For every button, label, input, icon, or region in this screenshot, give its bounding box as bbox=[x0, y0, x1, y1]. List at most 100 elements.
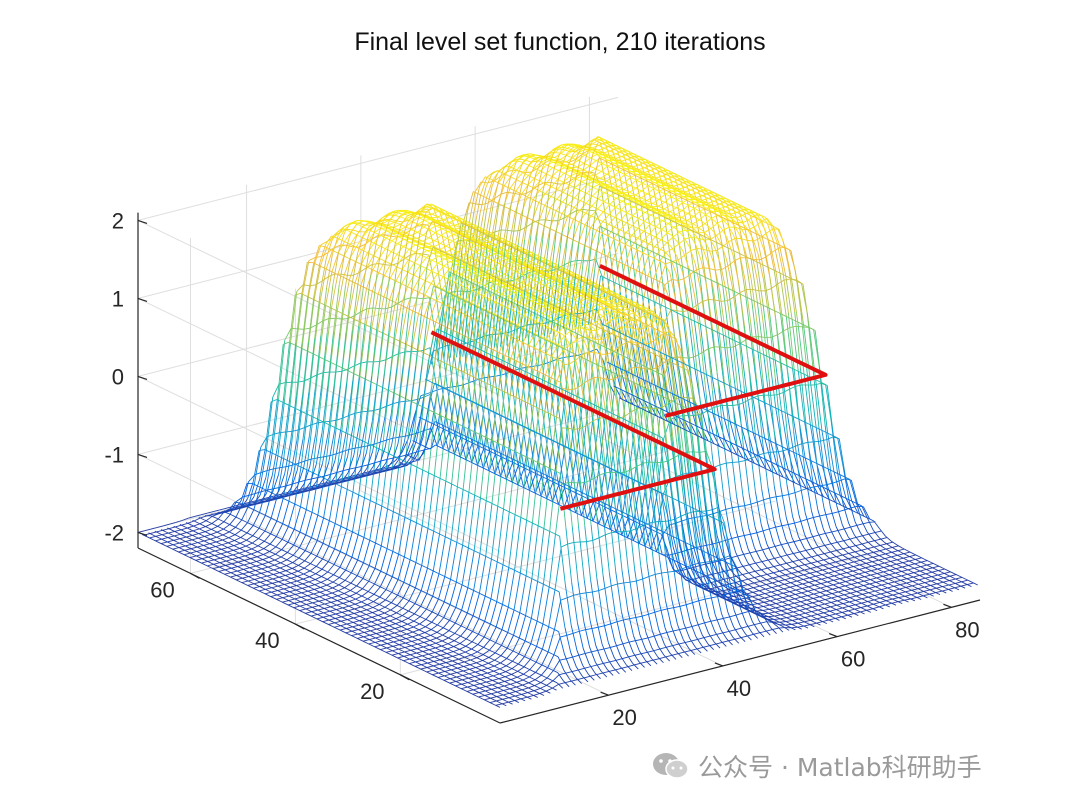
mesh-segment bbox=[535, 649, 543, 663]
mesh-segment bbox=[618, 168, 626, 173]
mesh-segment bbox=[252, 512, 261, 526]
mesh-segment bbox=[409, 522, 417, 560]
mesh-segment bbox=[306, 602, 313, 605]
mesh-segment bbox=[537, 225, 545, 260]
mesh-segment bbox=[447, 427, 455, 455]
mesh-segment bbox=[537, 528, 545, 582]
mesh-segment bbox=[473, 553, 481, 591]
mesh-segment bbox=[649, 172, 657, 176]
mesh-segment bbox=[678, 186, 686, 190]
mesh-segment bbox=[290, 291, 298, 343]
mesh-segment bbox=[938, 568, 945, 572]
mesh-segment bbox=[578, 629, 586, 632]
mesh-segment bbox=[450, 672, 458, 675]
mesh-segment bbox=[492, 673, 500, 677]
mesh-segment bbox=[628, 640, 636, 643]
mesh-segment bbox=[615, 200, 623, 208]
mesh-segment bbox=[846, 575, 853, 578]
mesh-segment bbox=[441, 424, 450, 452]
mesh-segment bbox=[184, 552, 191, 556]
mesh-segment bbox=[891, 554, 898, 558]
mesh-segment bbox=[385, 592, 393, 601]
mesh-segment bbox=[454, 625, 462, 634]
mesh-segment bbox=[824, 606, 831, 609]
mesh-segment bbox=[569, 176, 577, 182]
mesh-segment bbox=[617, 182, 625, 188]
mesh-segment bbox=[737, 535, 745, 538]
mesh-segment bbox=[214, 548, 222, 552]
mesh-segment bbox=[734, 637, 742, 640]
mesh-segment bbox=[303, 563, 311, 569]
mesh-segment bbox=[374, 644, 382, 648]
mesh-segment bbox=[827, 575, 835, 578]
mesh-segment bbox=[727, 346, 734, 349]
mesh-segment bbox=[409, 661, 416, 664]
mesh-segment bbox=[580, 481, 587, 484]
mesh-segment bbox=[870, 573, 878, 576]
mesh-segment bbox=[554, 146, 562, 153]
mesh-segment bbox=[482, 657, 490, 661]
mesh-segment bbox=[316, 517, 325, 541]
mesh-segment bbox=[387, 641, 394, 644]
mesh-segment bbox=[178, 545, 186, 548]
mesh-segment bbox=[568, 388, 576, 391]
mesh-segment bbox=[936, 581, 944, 585]
mesh-segment bbox=[858, 576, 865, 579]
mesh-segment bbox=[696, 646, 704, 650]
mesh-segment bbox=[782, 494, 789, 497]
mesh-segment bbox=[379, 589, 387, 598]
mesh-segment bbox=[299, 534, 307, 548]
mesh-segment bbox=[486, 679, 493, 683]
mesh-segment bbox=[517, 673, 524, 678]
mesh-segment bbox=[815, 578, 822, 582]
mesh-segment bbox=[581, 178, 588, 183]
mesh-segment bbox=[562, 194, 570, 203]
mesh-segment bbox=[881, 583, 889, 586]
mesh-segment bbox=[805, 611, 812, 614]
mesh-segment bbox=[603, 195, 611, 203]
mesh-segment bbox=[433, 388, 440, 392]
mesh-segment bbox=[484, 693, 492, 696]
mesh-segment bbox=[564, 393, 572, 447]
mesh-segment bbox=[710, 580, 718, 584]
mesh-segment bbox=[242, 576, 249, 579]
mesh-segment bbox=[443, 604, 451, 618]
mesh-segment bbox=[437, 213, 445, 218]
mesh-segment bbox=[430, 631, 438, 636]
mesh-segment bbox=[355, 588, 363, 594]
mesh-segment bbox=[874, 589, 882, 592]
mesh-segment bbox=[489, 626, 497, 641]
mesh-segment bbox=[343, 595, 351, 600]
mesh-segment bbox=[360, 609, 367, 613]
mesh-segment bbox=[476, 660, 483, 664]
mesh-segment bbox=[410, 652, 417, 656]
mesh-segment bbox=[417, 396, 425, 400]
mesh-segment bbox=[527, 379, 535, 432]
mesh-segment bbox=[260, 436, 268, 448]
mesh-segment bbox=[877, 567, 884, 570]
mesh-segment bbox=[866, 608, 874, 611]
mesh-segment bbox=[320, 578, 328, 583]
mesh-segment bbox=[776, 597, 783, 600]
mesh-segment bbox=[409, 562, 417, 586]
mesh-segment bbox=[805, 548, 813, 551]
mesh-segment bbox=[192, 528, 200, 532]
mesh-segment bbox=[591, 650, 598, 653]
mesh-segment bbox=[387, 393, 395, 454]
mesh-segment bbox=[572, 630, 580, 634]
mesh-segment bbox=[615, 156, 622, 159]
mesh-segment bbox=[648, 346, 656, 386]
mesh-segment bbox=[492, 362, 501, 415]
mesh-segment bbox=[641, 637, 648, 640]
mesh-segment bbox=[787, 607, 794, 610]
mesh-segment bbox=[541, 667, 548, 676]
mesh-segment bbox=[763, 451, 771, 454]
mesh-segment bbox=[495, 241, 502, 246]
mesh-segment bbox=[764, 591, 772, 595]
mesh-segment bbox=[335, 616, 342, 619]
mesh-segment bbox=[384, 609, 391, 614]
mesh-segment bbox=[455, 584, 463, 608]
mesh-segment bbox=[768, 611, 776, 614]
mesh-segment bbox=[347, 373, 355, 434]
mesh-segment bbox=[352, 620, 360, 623]
